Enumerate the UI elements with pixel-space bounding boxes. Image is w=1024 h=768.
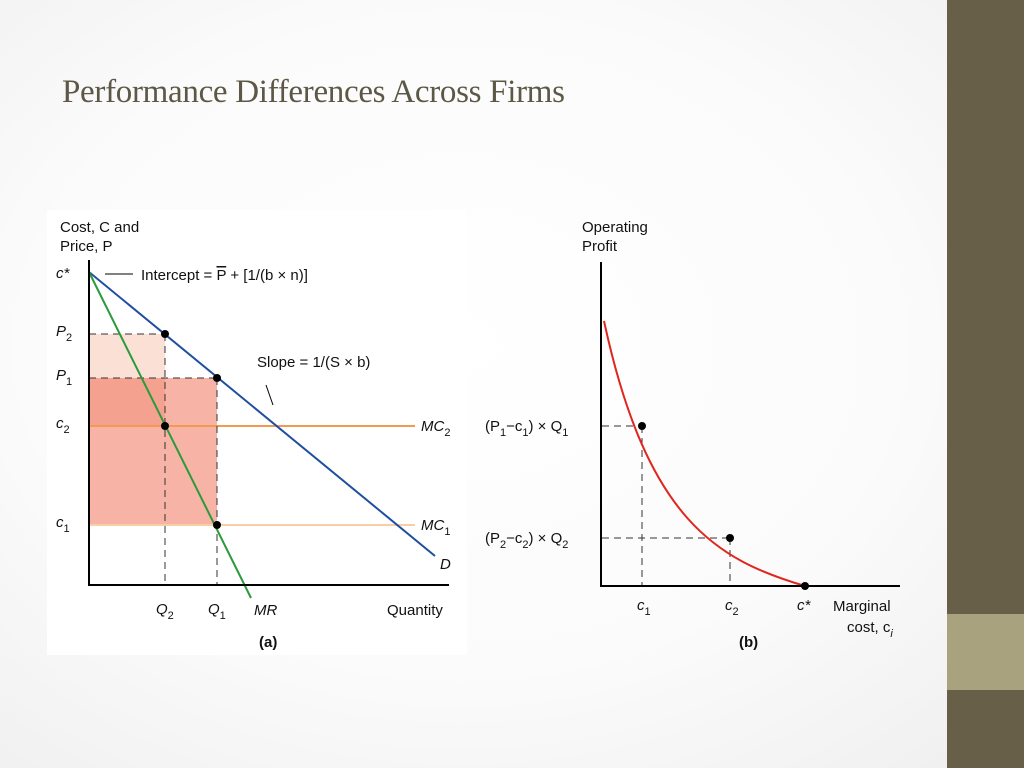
y-axis-label-b-line2: Profit <box>582 238 618 255</box>
point-p2-q2 <box>161 330 169 338</box>
demand-label: D <box>440 556 451 573</box>
tick-b-c1: c1 <box>637 597 651 618</box>
tick-q2: Q2 <box>156 601 174 622</box>
x-axis-label-b-line2: cost, ci <box>847 619 893 640</box>
point-c-star <box>801 582 809 590</box>
x-axis-label-a: Quantity <box>387 602 443 619</box>
operating-profit-curve <box>603 320 806 587</box>
point-firm2-profit <box>726 534 734 542</box>
slide-title: Performance Differences Across Firms <box>62 74 565 110</box>
sidebar-accent-block <box>947 614 1024 690</box>
slope-leader <box>265 384 274 406</box>
demand-line <box>88 271 436 557</box>
point-c2-q2 <box>161 422 169 430</box>
dashed-guides <box>89 333 218 585</box>
mc2-label: MC2 <box>421 418 450 439</box>
profit-region-firm2 <box>89 334 165 378</box>
mc1-label: MC1 <box>421 517 450 538</box>
tick-p1: P1 <box>56 367 72 388</box>
point-c1-q1 <box>213 521 221 529</box>
tick-c1: c1 <box>56 514 70 535</box>
panel-b: Operating Profit (P1−c1) × Q1 (P2−c2) × … <box>485 219 900 651</box>
point-p1-q1 <box>213 374 221 382</box>
y-axis-label-a-line2: Price, P <box>60 238 113 255</box>
y-axis-label-a-line1: Cost, C and <box>60 219 139 236</box>
profit-firm2-label: (P2−c2) × Q2 <box>485 530 568 551</box>
figure: Cost, C and Price, P Quantity c* P2 P1 c… <box>47 210 907 655</box>
figure-svg: Cost, C and Price, P Quantity c* P2 P1 c… <box>47 210 900 655</box>
mr-line <box>88 271 252 599</box>
mr-label: MR <box>254 602 277 619</box>
dashed-guides-b <box>602 425 731 586</box>
tick-c-star: c* <box>56 265 71 282</box>
caption-b: (b) <box>739 634 758 651</box>
y-axis-label-b-line1: Operating <box>582 219 648 236</box>
panel-a: Cost, C and Price, P Quantity c* P2 P1 c… <box>56 219 451 651</box>
profit-region-overlap <box>89 378 165 426</box>
x-axis-label-b-line1: Marginal <box>833 598 891 615</box>
tick-q1: Q1 <box>208 601 226 622</box>
intercept-annotation: Intercept = P + [1/(b × n)] <box>141 267 308 284</box>
tick-b-c2: c2 <box>725 597 739 618</box>
slope-annotation: Slope = 1/(S × b) <box>257 354 370 371</box>
tick-c2: c2 <box>56 415 70 436</box>
point-firm1-profit <box>638 422 646 430</box>
tick-b-c-star: c* <box>797 597 812 614</box>
profit-firm1-label: (P1−c1) × Q1 <box>485 418 568 439</box>
caption-a: (a) <box>259 634 277 651</box>
tick-p2: P2 <box>56 323 72 344</box>
